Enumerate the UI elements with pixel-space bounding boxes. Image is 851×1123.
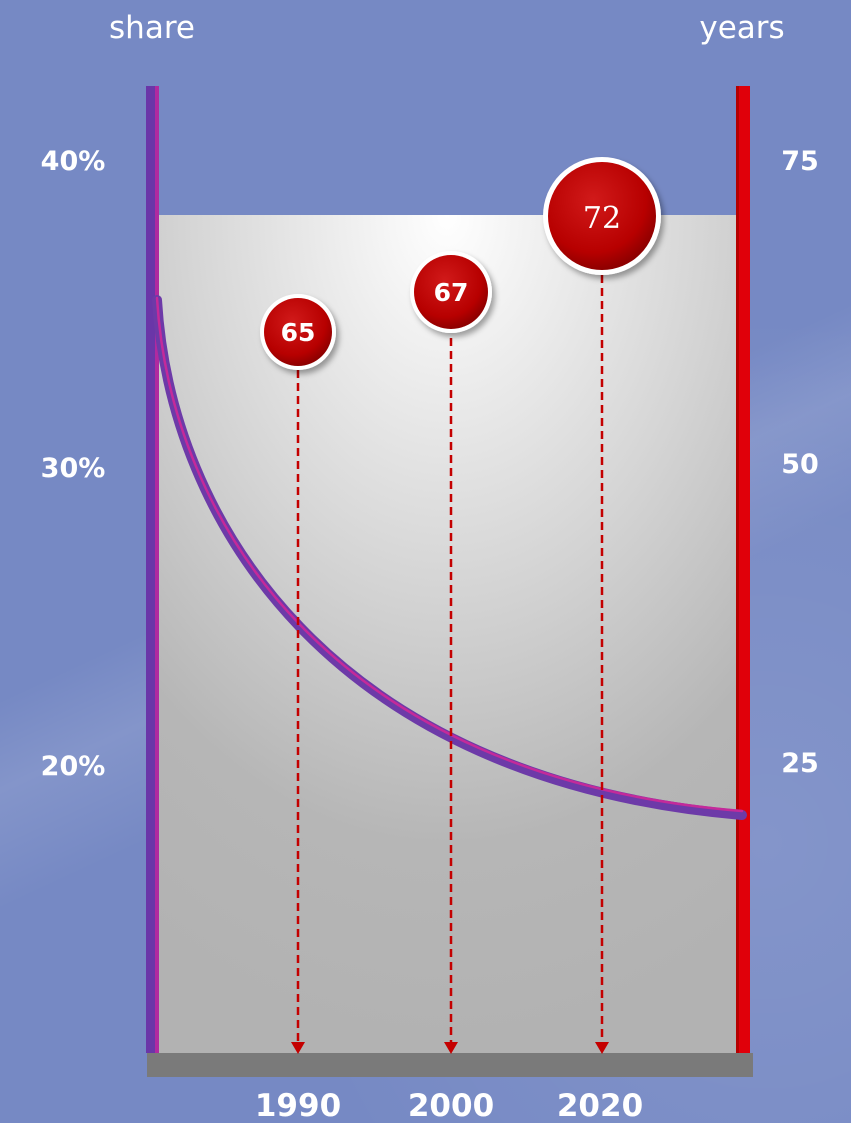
left-axis-line <box>146 86 159 1053</box>
plot-panel <box>152 215 742 1055</box>
x-tick-1990: 1990 <box>255 1088 341 1123</box>
arrowhead-1990 <box>291 1042 305 1054</box>
left-tick-30: 30% <box>41 453 106 484</box>
bubble-2020: 72 <box>543 157 661 275</box>
right-axis-line <box>736 86 750 1053</box>
share-curve-highlight <box>155 296 744 813</box>
bubble-label-1990: 65 <box>281 318 316 347</box>
bubble-label-2020: 72 <box>583 201 621 236</box>
x-axis-base <box>147 1053 753 1077</box>
x-tick-2000: 2000 <box>408 1088 494 1123</box>
arrowhead-2020 <box>595 1042 609 1054</box>
left-tick-40: 40% <box>41 146 106 177</box>
drop-lines <box>291 275 609 1054</box>
right-axis-title: years <box>699 10 784 46</box>
bubble-label-2000: 67 <box>434 278 469 307</box>
right-tick-25: 25 <box>781 748 819 779</box>
right-tick-75: 75 <box>781 146 819 177</box>
arrowhead-2000 <box>444 1042 458 1054</box>
bubble-2000: 67 <box>410 251 492 333</box>
bubble-1990: 65 <box>260 294 336 370</box>
left-axis-title: share <box>109 10 195 46</box>
x-tick-2020: 2020 <box>557 1088 643 1123</box>
share-series <box>152 295 747 820</box>
left-tick-20: 20% <box>41 751 106 782</box>
right-tick-50: 50 <box>781 449 819 480</box>
